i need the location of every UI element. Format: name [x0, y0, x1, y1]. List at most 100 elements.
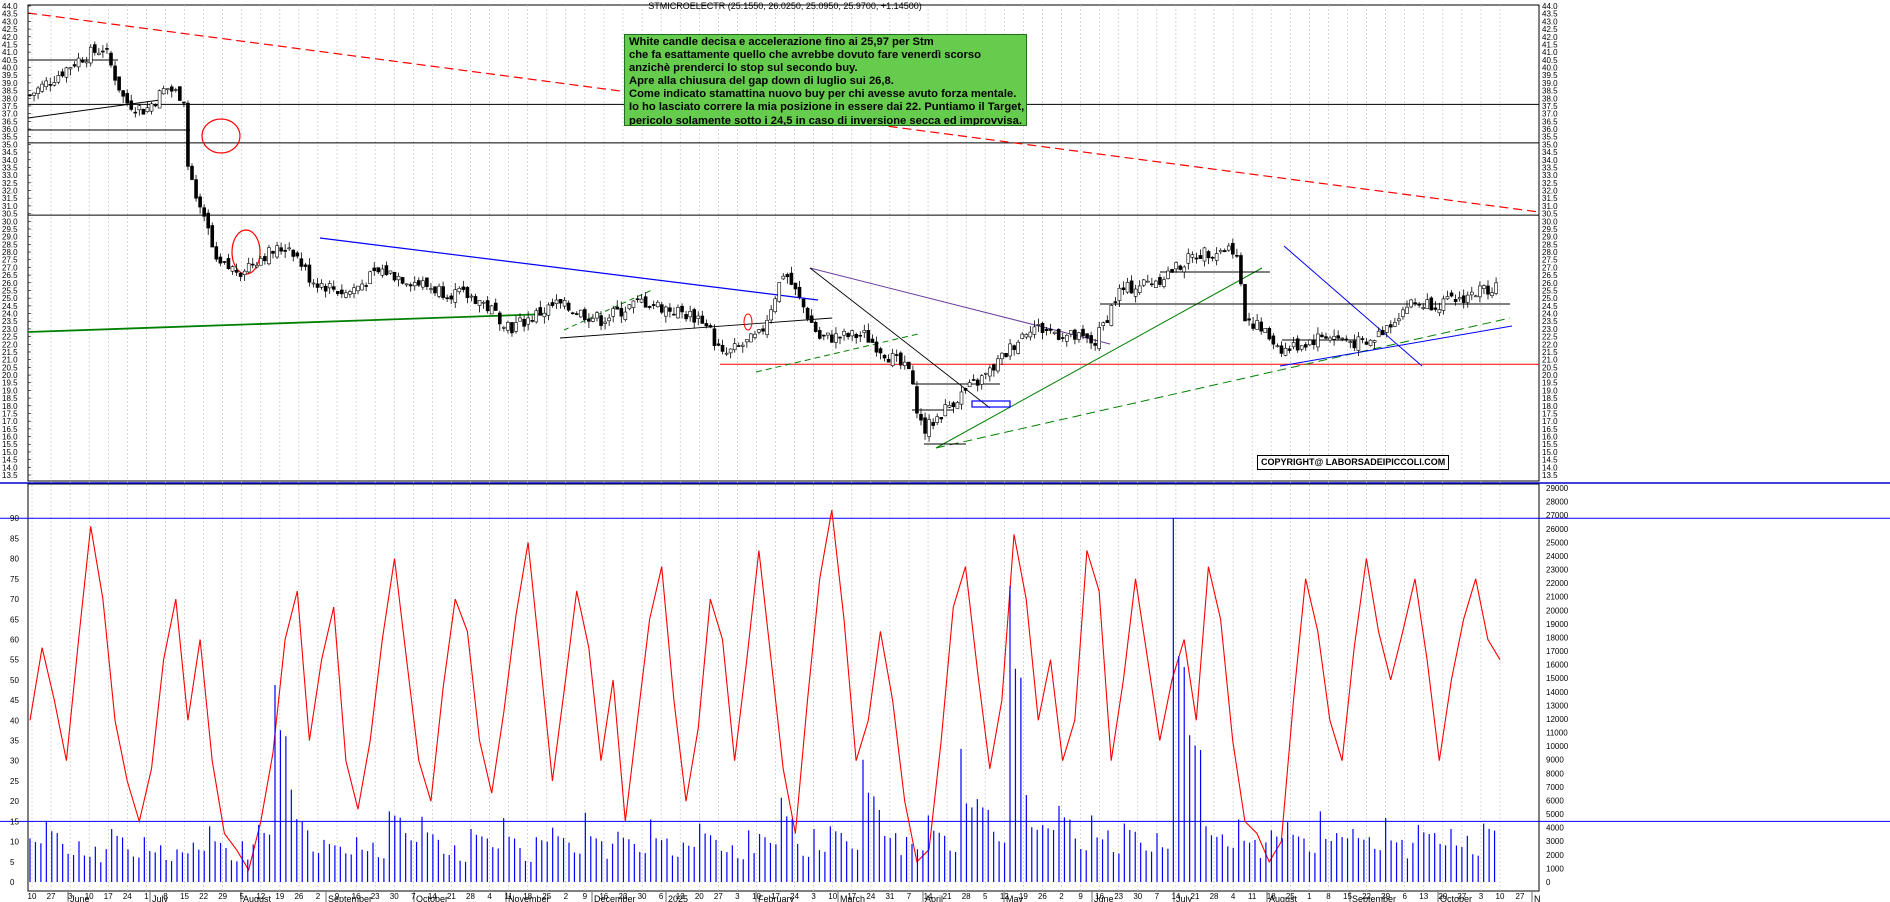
price-candle: [461, 280, 466, 293]
price-candle: [1190, 251, 1195, 263]
candle-body: [1441, 298, 1446, 311]
vol-y-tick: 27000: [1546, 511, 1569, 520]
candle-body: [1206, 251, 1211, 259]
candle-body: [639, 298, 644, 303]
price-candle: [1012, 344, 1016, 356]
price-candle: [635, 295, 640, 303]
y-tick-left: 26.5: [2, 271, 18, 280]
x-day-tick: 25: [542, 892, 551, 901]
candle-body: [1016, 341, 1021, 354]
vol-y-tick: 6000: [1546, 796, 1564, 805]
y-tick-left: 13.5: [2, 471, 18, 480]
candle-body: [210, 225, 215, 248]
annotation-line: Come indicato stamattina nuovo buy per c…: [629, 88, 1017, 101]
candle-body: [526, 317, 530, 325]
candle-body: [1405, 306, 1409, 314]
y-tick-left: 16.5: [2, 425, 18, 434]
price-candle: [1024, 333, 1029, 340]
candle-body: [1303, 344, 1308, 348]
y-tick-right: 20.5: [1542, 363, 1558, 372]
price-candle: [882, 354, 887, 362]
candle-body: [1158, 277, 1162, 285]
candle-body: [368, 271, 373, 284]
price-candle: [141, 108, 146, 115]
price-candle: [943, 399, 948, 417]
y-tick-left: 24.5: [2, 302, 18, 311]
candle-body: [1417, 303, 1421, 306]
price-candle: [1028, 326, 1033, 341]
x-day-tick: 5: [239, 892, 244, 901]
osc-y-tick: 50: [10, 676, 19, 685]
candle-body: [736, 345, 741, 347]
candle-body: [356, 285, 360, 292]
price-candle: [242, 269, 247, 281]
candle-body: [1190, 254, 1195, 258]
candle-body: [1457, 297, 1462, 300]
candle-body: [425, 277, 429, 287]
y-tick-left: 23.0: [2, 325, 18, 334]
candle-body: [1275, 345, 1280, 348]
candle-body: [404, 283, 409, 286]
candle-body: [137, 105, 142, 111]
price-candle: [1101, 321, 1106, 331]
price-candle: [1048, 323, 1053, 334]
candle-body: [1465, 294, 1470, 303]
price-candle: [583, 307, 587, 324]
candle-body: [408, 284, 413, 287]
price-candle: [664, 305, 668, 323]
price-candle: [1235, 248, 1239, 259]
candle-body: [421, 280, 425, 288]
y-tick-right: 31.5: [1542, 194, 1558, 203]
price-candle: [1470, 286, 1474, 300]
price-candle: [615, 300, 620, 310]
y-tick-left: 27.0: [2, 263, 18, 272]
price-candle: [32, 92, 36, 102]
price-candle: [611, 305, 616, 323]
y-tick-right: 19.0: [1542, 386, 1558, 395]
price-candle: [728, 348, 733, 359]
candle-body: [1073, 329, 1077, 340]
candle-body: [854, 334, 859, 339]
price-candle: [97, 47, 101, 56]
candle-body: [303, 264, 308, 267]
osc-y-tick: 45: [10, 696, 19, 705]
candle-body: [1081, 328, 1085, 337]
price-candle: [202, 204, 206, 222]
price-candle: [1360, 335, 1365, 344]
price-candle: [1077, 332, 1081, 343]
price-candle: [558, 299, 563, 309]
x-day-tick: 30: [390, 892, 399, 901]
price-candle: [647, 305, 652, 310]
price-candle: [1295, 335, 1300, 353]
candle-body: [331, 286, 336, 290]
candle-body: [1332, 336, 1336, 340]
candle-body: [1174, 262, 1178, 270]
price-candle: [886, 354, 891, 363]
candle-body: [259, 257, 263, 266]
annotation-line: Io ho lasciato correre la mia posizione …: [629, 101, 1025, 114]
y-tick-right: 43.0: [1542, 17, 1558, 26]
candle-body: [878, 348, 883, 354]
price-candle: [1457, 291, 1462, 302]
candle-body: [583, 309, 587, 321]
price-candle: [1441, 295, 1446, 315]
osc-y-tick: 15: [10, 817, 19, 826]
price-candle: [1121, 281, 1126, 295]
candle-body: [813, 321, 818, 332]
candle-body: [830, 334, 834, 343]
x-day-tick: 14: [924, 892, 933, 901]
candle-body: [894, 354, 899, 356]
vol-y-tick: 9000: [1546, 756, 1564, 765]
price-candle: [198, 193, 202, 214]
price-candle: [915, 381, 919, 419]
green-support-line: [27, 313, 549, 333]
candle-body: [550, 302, 555, 306]
candle-body: [412, 282, 417, 287]
price-candle: [805, 306, 810, 322]
osc-y-tick: 80: [10, 555, 19, 564]
candle-body: [692, 309, 697, 323]
candle-body: [704, 323, 709, 327]
candle-body: [1162, 279, 1166, 287]
x-day-tick: 17: [771, 892, 780, 901]
price-candle: [1478, 281, 1482, 303]
